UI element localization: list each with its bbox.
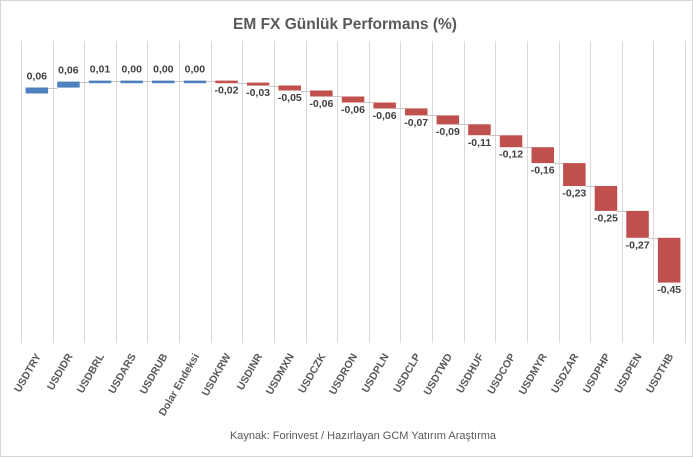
- chart-title: EM FX Günlük Performans (%): [233, 16, 457, 33]
- category-label: USDPLN: [360, 352, 392, 395]
- bar-USDCOP: [499, 135, 523, 148]
- value-label: -0,05: [278, 92, 302, 104]
- value-label: -0,27: [626, 239, 650, 251]
- value-label: 0,01: [90, 64, 111, 76]
- bar-USDMXN: [278, 85, 301, 91]
- value-label: -0,07: [404, 117, 428, 129]
- category-label: USDINR: [235, 351, 266, 392]
- bar-USDCLP: [405, 108, 428, 116]
- value-label: -0,12: [499, 149, 523, 161]
- value-label: -0,02: [215, 85, 239, 97]
- category-label: USDMYR: [517, 351, 550, 397]
- bar-USDRUB: [152, 80, 175, 84]
- category-label: USDCLP: [391, 352, 423, 395]
- bar-USDTWD: [436, 115, 460, 125]
- category-label: USDIDR: [45, 351, 76, 392]
- category-label: USDPHP: [581, 352, 613, 396]
- bar-USDKRW: [215, 80, 238, 84]
- category-label: USDZAR: [549, 351, 581, 395]
- bar-USDPHP: [594, 186, 618, 211]
- category-label: USDCZK: [296, 351, 328, 395]
- value-label: 0,00: [121, 64, 142, 76]
- category-label: USDTWD: [422, 351, 456, 397]
- value-label: -0,03: [246, 87, 270, 99]
- value-labels: 0,06 0,06 0,01 0,00 0,00 0,00-0,02 -0,03 -0,05-…: [27, 64, 682, 297]
- value-label: -0,16: [531, 165, 555, 177]
- value-label: -0,11: [468, 137, 492, 149]
- bar-USDTHB: [657, 237, 681, 283]
- bar-USDMYR: [531, 147, 554, 164]
- category-label: USDCOP: [485, 352, 518, 397]
- value-label: -0,25: [594, 212, 618, 224]
- vertical-gridlines: [21, 41, 686, 343]
- category-label: USDRON: [327, 352, 360, 397]
- category-label: USDARS: [106, 352, 139, 396]
- bar-Dolar-Endeksi: [183, 80, 207, 84]
- category-label: USDPEN: [612, 352, 644, 396]
- bar-USDPLN: [373, 102, 396, 109]
- category-label: USDMXN: [264, 352, 297, 397]
- value-label: 0,06: [58, 65, 79, 77]
- bar-USDPEN: [626, 210, 649, 238]
- category-label: USDTHB: [644, 351, 676, 395]
- bar-USDZAR: [563, 163, 586, 186]
- value-label: -0,45: [657, 284, 681, 296]
- value-label: -0,06: [341, 104, 365, 116]
- bar-USDARS: [120, 80, 143, 84]
- bars: [25, 80, 681, 283]
- value-label: -0,23: [562, 188, 586, 200]
- bar-USDRON: [341, 96, 365, 103]
- bar-USDHUF: [468, 124, 491, 136]
- value-label: -0,06: [309, 98, 333, 110]
- bar-USDINR: [246, 82, 270, 86]
- bar-USDTRY: [25, 87, 49, 94]
- category-label: USDBRL: [75, 351, 108, 395]
- value-label: -0,06: [373, 110, 397, 122]
- category-label: USDRUB: [138, 351, 171, 396]
- bar-USDCZK: [310, 90, 333, 97]
- value-label: 0,06: [27, 71, 48, 83]
- bar-USDBRL: [88, 80, 112, 84]
- category-label: USDKRW: [200, 351, 234, 398]
- bar-USDIDR: [57, 81, 80, 88]
- category-label: USDTRY: [12, 352, 44, 395]
- value-label: 0,00: [153, 64, 174, 76]
- category-label: USDHUF: [454, 351, 487, 395]
- value-label: -0,09: [436, 126, 460, 138]
- waterfall-connector-lines: [48, 81, 658, 239]
- source-note: Kaynak: Forinvest / Hazırlayan GCM Yatır…: [230, 430, 497, 442]
- value-label: 0,00: [185, 64, 206, 76]
